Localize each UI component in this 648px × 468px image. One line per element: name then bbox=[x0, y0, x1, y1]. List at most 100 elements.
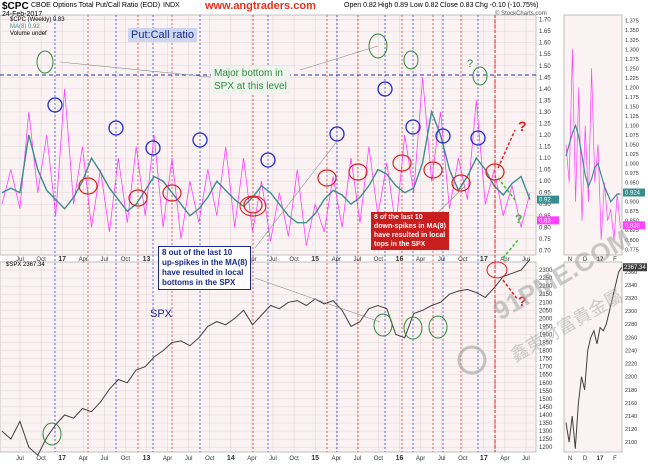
spx-y-tick: 1600 bbox=[539, 381, 553, 387]
spx-x-tick: Jul bbox=[100, 456, 108, 462]
spx-x-tick: Jul bbox=[185, 456, 193, 462]
forecast-arrow-green bbox=[502, 239, 519, 259]
spx-bottom-circle bbox=[373, 313, 393, 337]
spx-x-tick: Apr bbox=[163, 456, 172, 462]
ma-peak-circle bbox=[47, 97, 63, 113]
down-spikes-note: 8 of the last 10 down-spikes in MA(8) ha… bbox=[371, 212, 449, 250]
spx-y-tick: 1950 bbox=[539, 324, 553, 330]
green-peak-circle bbox=[36, 50, 54, 74]
inset-spx-x-tick: D bbox=[583, 456, 588, 462]
inset-cpc-y-tick: 1.275 bbox=[625, 57, 639, 63]
cpc-y-tick: 1.45 bbox=[539, 75, 551, 81]
cpc-y-tick: 0.95 bbox=[539, 191, 551, 197]
spx-y-tick: 1250 bbox=[539, 437, 553, 443]
inset-cpc-panel bbox=[563, 14, 623, 256]
spx-y-tick: 1350 bbox=[539, 421, 553, 427]
inset-cpc-y-tick: 0.950 bbox=[625, 181, 639, 187]
inset-spx-y-tick: 2240 bbox=[625, 348, 637, 354]
ma-peak-circle bbox=[145, 140, 161, 156]
spx-x-tick: 14 bbox=[227, 455, 235, 462]
inset-spx-y-tick: 2120 bbox=[625, 427, 637, 433]
cpc-x-tick: Jul bbox=[522, 257, 530, 263]
green-peak-circle bbox=[403, 50, 419, 70]
inset-spx-y-tick: 2220 bbox=[625, 362, 637, 368]
ma-trough-circle bbox=[451, 174, 471, 192]
forecast-arrow-up bbox=[497, 129, 516, 169]
spx-series bbox=[1, 258, 531, 457]
cpc-x-tick: Jul bbox=[16, 257, 24, 263]
cpc-y-tick: 0.80 bbox=[539, 225, 551, 231]
chart-exchange: INDX bbox=[163, 2, 180, 9]
cpc-y-tick: 0.70 bbox=[539, 248, 551, 254]
spx-x-tick: 17 bbox=[480, 455, 488, 462]
inset-spx-label: 2367.34 bbox=[624, 265, 646, 271]
cpc-x-tick: Oct bbox=[458, 257, 468, 263]
cpc-value-tag bbox=[537, 216, 559, 225]
cpc-x-tick: Oct bbox=[374, 257, 384, 263]
inset-cpc-y-tick: 1.200 bbox=[625, 85, 639, 91]
spx-y-tick: 1200 bbox=[539, 445, 553, 451]
inset-cpc-y-tick: 0.900 bbox=[625, 200, 639, 206]
spx-top-circle bbox=[486, 261, 508, 279]
ma-peak-circle bbox=[405, 119, 421, 135]
inset-cpc-y-tick: 1.375 bbox=[625, 19, 639, 25]
ma-trough-circle bbox=[162, 184, 182, 202]
spx-y-tick: 1300 bbox=[539, 429, 553, 435]
inset-cpc-y-tick: 1.075 bbox=[625, 133, 639, 139]
inset-cpc-x-tick: F bbox=[613, 257, 617, 263]
inset-spx-y-tick: 2320 bbox=[625, 296, 637, 302]
cpc-x-tick: 16 bbox=[396, 256, 404, 263]
inset-cpc-y-tick: 1.350 bbox=[625, 28, 639, 34]
spx-x-tick: Jul bbox=[353, 456, 361, 462]
spx-y-tick: 1500 bbox=[539, 397, 553, 403]
cpc-y-tick: 1.50 bbox=[539, 64, 551, 70]
inset-spx-x-tick: N bbox=[568, 456, 572, 462]
chart-description: CBOE Options Total Put/Call Ratio (EOD) bbox=[31, 2, 161, 9]
spx-x-tick: 17 bbox=[58, 455, 66, 462]
spx-x-tick: Jul bbox=[438, 456, 446, 462]
spx-x-tick: Apr bbox=[79, 456, 88, 462]
cpc-x-tick: Jul bbox=[269, 257, 277, 263]
inset-spx-tag bbox=[623, 263, 647, 272]
cpc-x-tick: Apr bbox=[79, 257, 88, 263]
ma-peak-circle bbox=[377, 81, 393, 97]
spx-y-tick: 1450 bbox=[539, 405, 553, 411]
inset-cpc-y-tick: 1.125 bbox=[625, 114, 639, 120]
ma-trough-circle bbox=[348, 163, 368, 181]
ma-peak-circle bbox=[192, 132, 208, 148]
inset-cpc-x-tick: 17 bbox=[597, 257, 604, 263]
spx-x-tick: Apr bbox=[500, 456, 509, 462]
cpc-x-tick: Apr bbox=[332, 257, 341, 263]
cpc-y-tick: 0.90 bbox=[539, 202, 551, 208]
ma-peak-circle bbox=[260, 152, 276, 168]
cpc-x-tick: Jul bbox=[438, 257, 446, 263]
spx-y-tick: 1750 bbox=[539, 357, 553, 363]
inset-cpc-y-tick: 1.300 bbox=[625, 47, 639, 53]
spx-x-tick: Oct bbox=[36, 456, 46, 462]
ma-value-label: 0.92 bbox=[539, 198, 551, 204]
inset-spx-y-tick: 2280 bbox=[625, 322, 637, 328]
major-bottom-connector bbox=[59, 61, 241, 81]
inset-spx-panel bbox=[563, 261, 623, 453]
ma-trough-circle bbox=[128, 189, 148, 207]
spx-x-tick: Oct bbox=[121, 456, 131, 462]
spx-y-tick: 2000 bbox=[539, 316, 553, 322]
inset-cpc-y-tick: 1.325 bbox=[625, 38, 639, 44]
cpc-x-tick: Jul bbox=[353, 257, 361, 263]
ma-trough-circle bbox=[317, 169, 337, 187]
trough-circle bbox=[239, 195, 267, 217]
spx-x-tick: 13 bbox=[143, 455, 151, 462]
cpc-x-tick: Oct bbox=[289, 257, 299, 263]
cpc-x-tick: 17 bbox=[58, 256, 66, 263]
up-spikes-note: 8 out of the last 10 up-spikes in the MA… bbox=[158, 246, 252, 290]
spx-x-tick: Jul bbox=[522, 456, 530, 462]
question-mark-4: ? bbox=[518, 293, 527, 309]
inset-ma-label: 0.924 bbox=[625, 191, 641, 197]
cpc-y-tick: 1.25 bbox=[539, 121, 551, 127]
question-mark-2: ? bbox=[515, 212, 523, 226]
inset-spx-y-tick: 2180 bbox=[625, 388, 637, 394]
inset-spx-y-tick: 2160 bbox=[625, 401, 637, 407]
spx-x-tick: 16 bbox=[396, 455, 404, 462]
spx-bottom-circle bbox=[428, 315, 448, 339]
